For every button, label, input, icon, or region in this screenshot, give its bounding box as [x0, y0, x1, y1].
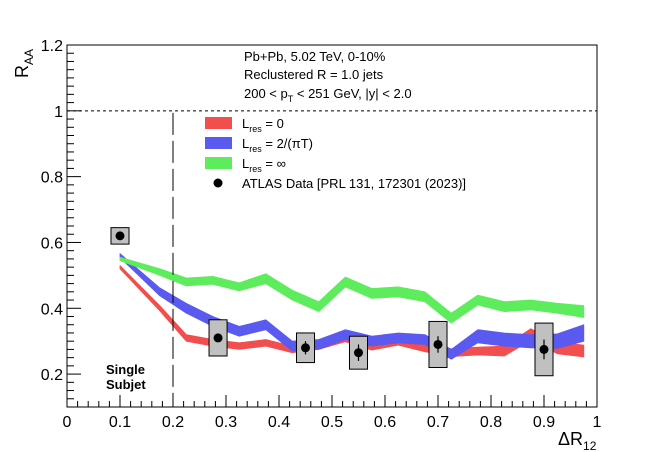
- y-axis-title-sub: AA: [22, 49, 36, 65]
- y-tick-label: 0.6: [41, 235, 63, 252]
- atlas-data-points: [110, 227, 554, 377]
- x-tick-label: 0: [63, 414, 72, 431]
- x-tick-label: 0.5: [321, 414, 343, 431]
- legend-label-lres-inf-main: L: [242, 156, 249, 171]
- x-tick-label: 0.3: [215, 414, 237, 431]
- y-axis-title-main: R: [12, 65, 32, 78]
- legend-label-lres-inf: Lres = ∞: [242, 156, 286, 174]
- x-tick-label: 1: [593, 414, 602, 431]
- legend-swatch-lres-inf: [205, 157, 232, 169]
- legend-label-lres-0-main: L: [242, 116, 249, 131]
- legend: Lres = 0 Lres = 2/(πT) Lres = ∞ ATLAS Da…: [205, 116, 466, 191]
- data-point: [115, 231, 125, 241]
- legend-label-lres-0-sub: res: [249, 124, 262, 134]
- legend-label-lres-inf-sub: res: [249, 164, 262, 174]
- data-point: [539, 344, 549, 354]
- y-axis-title: RAA: [12, 49, 36, 78]
- info-line-3: 200 < pT < 251 GeV, |y| < 2.0: [244, 86, 412, 104]
- x-tick-label: 0.1: [109, 414, 131, 431]
- band-lres-2pit: [119, 253, 585, 360]
- info-line-3-post: < 251 GeV, |y| < 2.0: [293, 86, 411, 101]
- y-tick-label: 1.2: [41, 38, 63, 55]
- data-point: [213, 333, 223, 343]
- tick-labels: 0 0.1 0.2 0.3 0.4 0.5 0.6 0.7 0.8 0.9 1 0.2 0.4 0.6 0.…: [41, 38, 602, 431]
- annotation-line-1: Single: [106, 362, 145, 377]
- legend-label-atlas-data: ATLAS Data [PRL 131, 172301 (2023)]: [242, 176, 466, 191]
- info-line-2: Reclustered R = 1.0 jets: [244, 67, 384, 82]
- x-tick-label: 0.9: [533, 414, 555, 431]
- y-tick-label: 1: [54, 104, 63, 121]
- legend-swatch-lres-0: [205, 117, 232, 129]
- y-tick-label: 0.4: [41, 301, 63, 318]
- band-lres-inf: [119, 256, 585, 324]
- x-tick-label: 0.6: [374, 414, 396, 431]
- data-point: [433, 339, 443, 349]
- x-tick-label: 0.2: [162, 414, 184, 431]
- legend-marker-atlas-data: [213, 178, 223, 188]
- x-axis-title-main: ΔR: [558, 429, 583, 449]
- legend-label-lres-2pit-sub: res: [249, 144, 262, 154]
- legend-label-lres-2pit: Lres = 2/(πT): [242, 136, 313, 154]
- data-point: [301, 343, 310, 353]
- x-tick-label: 0.4: [268, 414, 290, 431]
- x-axis-title: ΔR12: [558, 429, 597, 452]
- x-tick-label: 0.8: [480, 414, 502, 431]
- single-subjet-annotation: Single Subjet: [106, 362, 146, 392]
- x-tick-label: 0.7: [427, 414, 449, 431]
- legend-label-lres-0: Lres = 0: [242, 116, 284, 134]
- reference-lines: [67, 110, 597, 407]
- legend-label-lres-0-rest: = 0: [262, 116, 284, 131]
- annotation-line-2: Subjet: [106, 377, 146, 392]
- legend-swatch-lres-2pit: [205, 137, 232, 149]
- y-tick-label: 0.8: [41, 170, 63, 187]
- axis-ticks: [66, 44, 598, 408]
- info-line-3-sub: T: [288, 94, 294, 104]
- x-axis-title-sub: 12: [583, 439, 597, 452]
- info-block: Pb+Pb, 5.02 TeV, 0-10% Reclustered R = 1…: [244, 49, 412, 104]
- legend-label-lres-2pit-main: L: [242, 136, 249, 151]
- info-line-3-pre: 200 < p: [244, 86, 288, 101]
- legend-label-lres-inf-rest: = ∞: [262, 156, 286, 171]
- info-line-1: Pb+Pb, 5.02 TeV, 0-10%: [244, 49, 386, 64]
- legend-label-lres-2pit-rest: = 2/(πT): [262, 136, 313, 151]
- y-tick-label: 0.2: [41, 367, 63, 384]
- data-point: [354, 348, 363, 358]
